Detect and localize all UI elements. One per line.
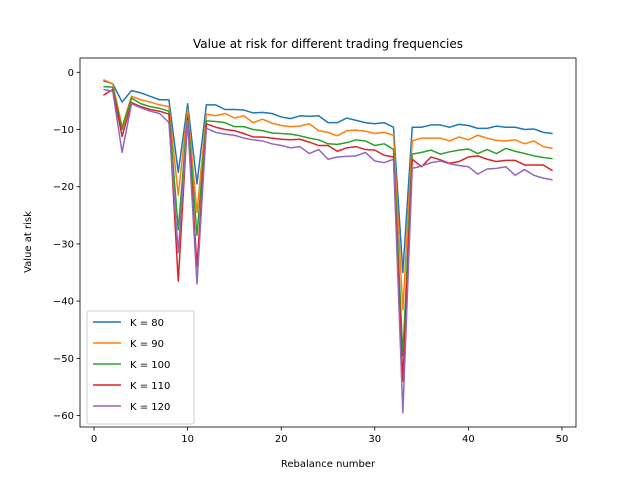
series-line-4 — [103, 88, 553, 414]
series-line-2 — [103, 85, 553, 357]
series-line-3 — [103, 88, 553, 382]
legend-label-1: K = 90 — [130, 339, 164, 350]
legend-label-2: K = 100 — [130, 360, 170, 371]
plot-frame — [79, 57, 577, 428]
chart-title: Value at risk for different trading freq… — [193, 37, 463, 51]
x-tick-label-20: 20 — [275, 434, 288, 445]
legend: K = 80 K = 90 K = 100 K = 110 K = 120 — [86, 310, 195, 425]
legend-box — [86, 310, 195, 425]
x-tick-label-10: 10 — [181, 434, 194, 445]
y-axis-label: Value at risk — [23, 211, 34, 273]
y-tick-label--50: −50 — [53, 354, 74, 365]
series-line-0 — [103, 80, 553, 274]
x-tick-label-50: 50 — [556, 434, 569, 445]
y-tick-label--10: −10 — [53, 125, 74, 136]
y-tick-label--60: −60 — [53, 411, 74, 422]
y-tick-label--20: −20 — [53, 182, 74, 193]
x-axis-label: Rebalance number — [281, 459, 376, 470]
series-layer — [103, 79, 553, 414]
x-tick-label-40: 40 — [462, 434, 475, 445]
legend-label-0: K = 80 — [130, 318, 164, 329]
y-tick-label-0: 0 — [68, 68, 74, 79]
x-tick-label-30: 30 — [368, 434, 381, 445]
y-tick-label--30: −30 — [53, 239, 74, 250]
series-line-1 — [103, 79, 553, 311]
axes-layer: 0 10 20 30 40 50 0 −10 −20 −30 −40 −50 −60 — [53, 57, 577, 445]
x-tick-label-0: 0 — [91, 434, 97, 445]
legend-label-3: K = 110 — [130, 381, 170, 392]
legend-label-4: K = 120 — [130, 402, 170, 413]
y-tick-label--40: −40 — [53, 297, 74, 308]
